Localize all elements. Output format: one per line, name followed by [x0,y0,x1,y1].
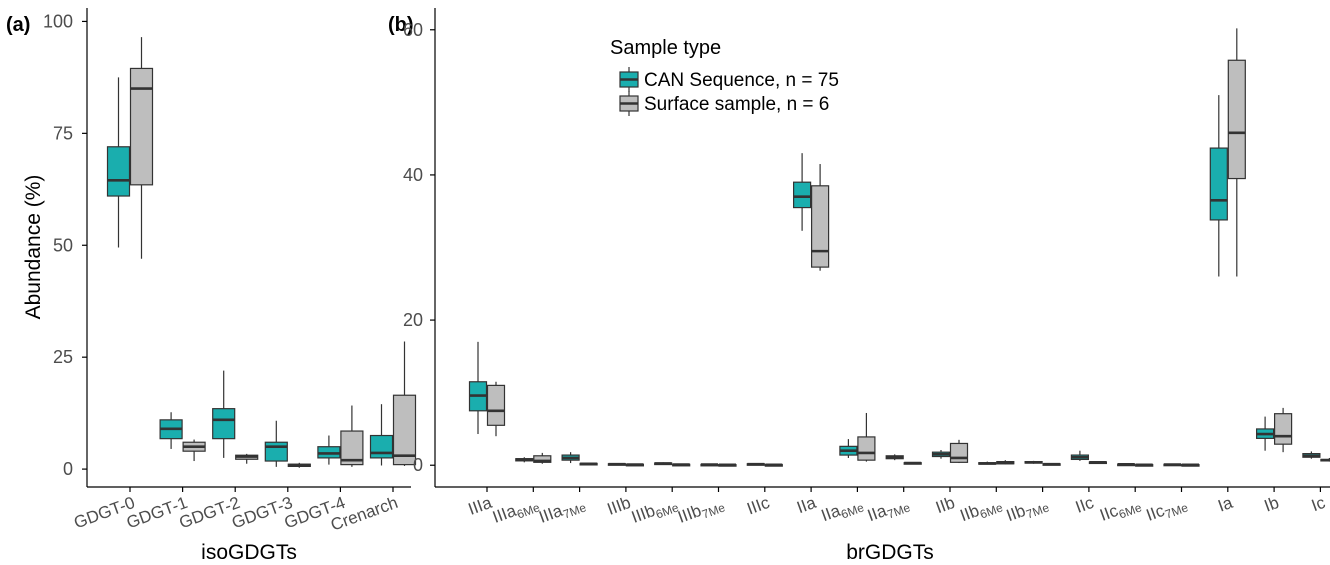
legend-label-surface: Surface sample, n = 6 [644,94,829,115]
panel-b-x-axis-title: brGDGTs [846,541,934,564]
panel-b-box-surface [1273,413,1293,445]
panel-b-x-tick-label: IIc7Me [1144,493,1191,528]
panel-b-x-tick-label: IIIa6Me [490,493,542,530]
panel-b-x-tick-label: Ic [1309,493,1328,516]
panel-a-y-tick-label: 75 [53,123,73,143]
panel-b-box-surface [810,185,830,268]
panel-a-x-axis-title: isoGDGTs [201,541,297,564]
panel-a-y-tick-label: 0 [63,459,73,479]
panel-b-box-surface [949,442,969,463]
panel-b-y-tick-label: 0 [413,455,423,475]
panel-b-box-surface [533,455,552,463]
panel-a-box-can [106,146,131,197]
panel-b-x-tick-label: IIc6Me [1097,493,1144,528]
panel-b-x-tick-label: IIIb7Me [675,493,727,530]
panel-b-y-tick-label: 60 [403,20,423,40]
panel-a-box-can [369,434,394,459]
panel-a-y-tick-label: 25 [53,347,73,367]
panel-b-x-tick-label: IIIb6Me [629,493,681,530]
panel-a-y-tick-label: 100 [43,11,73,31]
panel-b-x-tick-label: IIIb [605,493,634,519]
panel-b-x-tick-label: IIa7Me [865,493,913,528]
panel-b-x-tick-label: IIIa7Me [536,493,588,530]
panel-a-label: (a) [6,14,30,36]
panel-b-x-tick-label: Ia [1215,493,1235,516]
panel-a-box-surface [340,430,364,466]
panel-b-x-tick-label: IIc [1073,493,1097,517]
panel-b-label: (b) [388,14,414,36]
panel-b-x-tick-label: IIb7Me [1004,493,1052,528]
panel-b-x-tick-label: IIIa [466,493,495,519]
panel-b-x-tick-label: Ib [1262,493,1282,516]
legend-item-can: CAN Sequence, n = 75 [619,67,839,92]
panel-b-x-tick-label: IIb6Me [957,493,1005,528]
panel-a-box-can [264,441,288,462]
panel-a-y-tick-label: 50 [53,235,73,255]
panel-b-x-tick-label: IIb [933,493,957,517]
panel-b-x-tick-label: IIIc [744,493,772,519]
legend-title: Sample type [610,37,721,59]
panel-b-box-surface [1227,59,1246,180]
panel-a-box-surface [392,394,417,466]
panel-a-box-can [212,408,236,440]
legend-label-can: CAN Sequence, n = 75 [644,70,839,91]
panel-a: (a) Abundance (%) isoGDGTs 0255075100GDG… [6,8,417,564]
panel-a-box-surface [129,67,154,186]
panel-a-y-axis-title: Abundance (%) [22,175,45,320]
panel-b-box-can [792,181,812,209]
panel-b-box-surface [486,384,506,426]
legend: Sample type CAN Sequence, n = 75 Surface… [610,37,839,116]
panel-b-box-can [1209,147,1228,221]
panel-b-box-surface [857,436,876,461]
panel-b-y-tick-label: 20 [403,310,423,330]
panel-b-y-tick-label: 40 [403,165,423,185]
legend-item-surface: Surface sample, n = 6 [619,91,829,116]
panel-b-x-tick-label: IIa [794,493,819,518]
panel-a-plot-area: 0255075100GDGT-0GDGT-1GDGT-2GDGT-3GDGT-4… [43,8,417,535]
panel-b-x-tick-label: IIa6Me [819,493,867,528]
